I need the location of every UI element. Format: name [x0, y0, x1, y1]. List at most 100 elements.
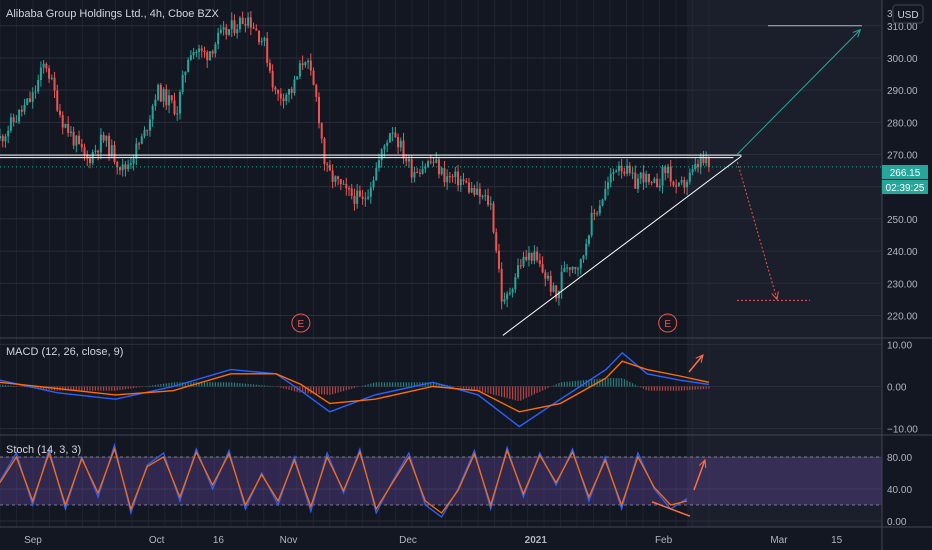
candle[interactable] — [707, 156, 710, 173]
candle[interactable] — [26, 98, 29, 106]
candle[interactable] — [517, 258, 520, 280]
candle[interactable] — [266, 32, 269, 67]
candle[interactable] — [571, 266, 574, 273]
candle[interactable] — [208, 51, 211, 61]
candle[interactable] — [623, 167, 626, 177]
candle[interactable] — [323, 136, 326, 171]
candle[interactable] — [495, 228, 498, 254]
candle[interactable] — [0, 128, 1, 141]
stoch-pane[interactable] — [0, 442, 882, 518]
candle[interactable] — [628, 162, 631, 176]
candle[interactable] — [75, 134, 78, 153]
candle[interactable] — [116, 160, 119, 175]
candle[interactable] — [579, 258, 582, 275]
candle[interactable] — [108, 132, 111, 161]
candle[interactable] — [219, 24, 222, 35]
candle[interactable] — [598, 199, 601, 216]
candle[interactable] — [677, 182, 680, 188]
candle[interactable] — [631, 167, 634, 180]
candle[interactable] — [448, 171, 451, 184]
candle[interactable] — [255, 24, 258, 31]
candle[interactable] — [288, 88, 291, 103]
candle[interactable] — [315, 83, 318, 102]
candle[interactable] — [1, 134, 4, 148]
candle[interactable] — [154, 94, 157, 111]
candle[interactable] — [238, 16, 241, 33]
stoch-up-arrow-annotation[interactable] — [693, 458, 707, 491]
ascending-support-line[interactable] — [502, 155, 742, 336]
candle[interactable] — [181, 70, 184, 95]
candle[interactable] — [241, 11, 244, 25]
candle[interactable] — [350, 183, 353, 200]
candle[interactable] — [214, 42, 217, 58]
candle[interactable] — [637, 173, 640, 193]
candle[interactable] — [383, 144, 386, 157]
candle[interactable] — [511, 287, 514, 298]
candle[interactable] — [473, 184, 476, 197]
candle[interactable] — [118, 166, 121, 176]
candle[interactable] — [437, 156, 440, 179]
candle[interactable] — [198, 44, 201, 60]
candle[interactable] — [432, 157, 435, 167]
candle[interactable] — [443, 160, 446, 187]
candle[interactable] — [686, 179, 689, 196]
candle[interactable] — [647, 173, 650, 185]
candle[interactable] — [285, 92, 288, 105]
candle[interactable] — [582, 254, 585, 264]
candle[interactable] — [353, 188, 356, 211]
candle[interactable] — [590, 205, 593, 238]
candle[interactable] — [320, 122, 323, 144]
candle[interactable] — [80, 139, 83, 152]
candle[interactable] — [356, 184, 359, 209]
earnings-marker[interactable]: E — [658, 313, 678, 333]
candle[interactable] — [18, 109, 21, 125]
candle[interactable] — [334, 175, 337, 187]
candle[interactable] — [669, 159, 672, 187]
candle[interactable] — [86, 150, 89, 167]
candle[interactable] — [192, 47, 195, 60]
candle[interactable] — [367, 189, 370, 201]
candle[interactable] — [159, 82, 162, 103]
candle[interactable] — [187, 57, 190, 73]
candle[interactable] — [467, 177, 470, 194]
candle[interactable] — [552, 282, 555, 293]
candle[interactable] — [593, 208, 596, 221]
macd-legend[interactable]: MACD (12, 26, close, 9) — [6, 346, 123, 358]
candle[interactable] — [113, 141, 116, 165]
candle[interactable] — [563, 261, 566, 273]
candle[interactable] — [694, 157, 697, 172]
candle[interactable] — [318, 92, 321, 129]
candle[interactable] — [121, 158, 124, 177]
bullish-target-arrow[interactable] — [737, 29, 861, 155]
candle[interactable] — [508, 287, 511, 296]
candle[interactable] — [489, 196, 492, 210]
candle[interactable] — [377, 153, 380, 172]
stoch-k-line[interactable] — [0, 442, 688, 518]
candle[interactable] — [476, 181, 479, 196]
candle[interactable] — [28, 91, 31, 103]
candle[interactable] — [650, 180, 653, 186]
candle[interactable] — [424, 163, 427, 174]
candle[interactable] — [530, 252, 533, 265]
candle[interactable] — [274, 85, 277, 95]
candle[interactable] — [459, 175, 462, 192]
candle[interactable] — [527, 246, 530, 267]
candle[interactable] — [15, 115, 18, 123]
candle[interactable] — [184, 71, 187, 83]
candle[interactable] — [258, 30, 261, 45]
candle[interactable] — [402, 132, 405, 164]
candle[interactable] — [342, 180, 345, 185]
stoch-legend[interactable]: Stoch (14, 3, 3) — [6, 444, 81, 456]
candle[interactable] — [23, 98, 26, 115]
candle[interactable] — [664, 164, 667, 181]
candle[interactable] — [271, 64, 274, 92]
candle[interactable] — [386, 139, 389, 153]
candle[interactable] — [268, 59, 271, 74]
candle[interactable] — [331, 164, 334, 189]
candle[interactable] — [446, 169, 449, 190]
candle[interactable] — [312, 67, 315, 86]
candle[interactable] — [394, 127, 397, 138]
candle[interactable] — [541, 256, 544, 274]
candle[interactable] — [612, 168, 615, 181]
